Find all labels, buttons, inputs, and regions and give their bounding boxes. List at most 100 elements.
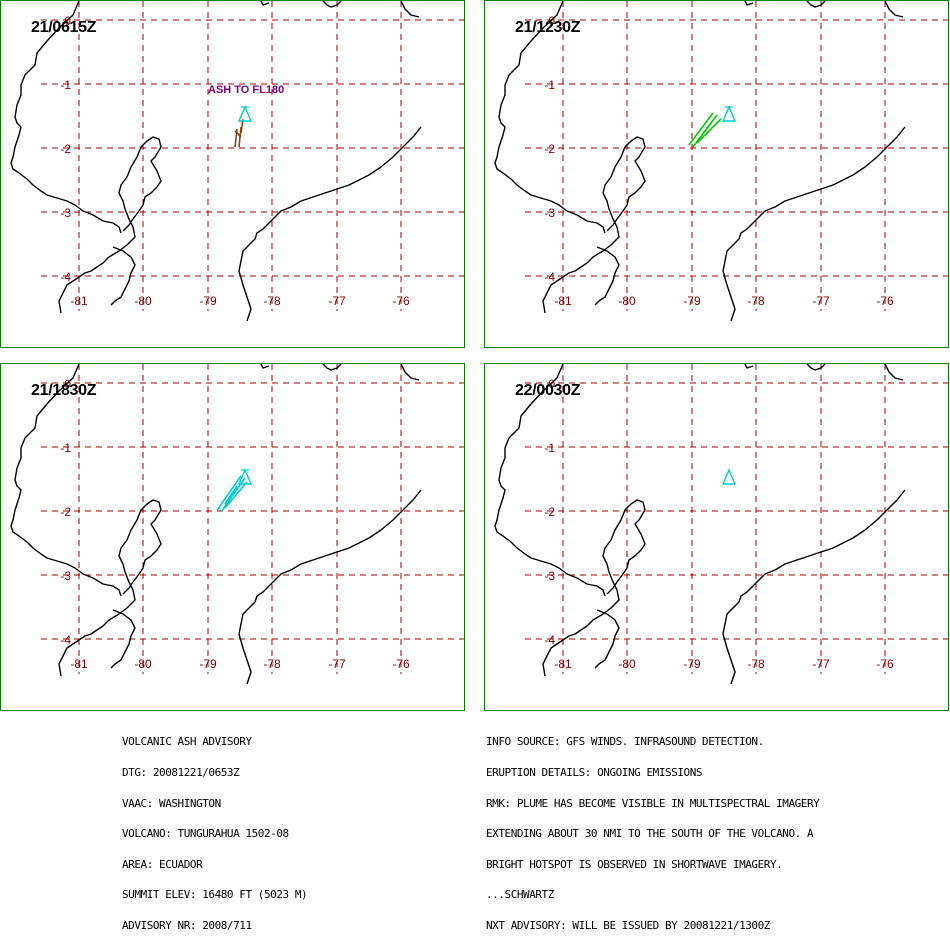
advisory-right-text: INFO SOURCE: GFS WINDS. INFRASOUND DETEC… [486,717,820,941]
coastline [722,489,906,635]
advisory-line: VAAC: WASHINGTON [122,796,221,810]
advisory-line: RMK: PLUME HAS BECOME VISIBLE IN MULTISP… [486,796,820,810]
longitude-label: -77 [812,294,830,308]
ash-plume [234,118,244,148]
coastline [238,270,252,322]
latitude-label: -3 [544,569,555,583]
longitude-label: -78 [747,294,765,308]
coastline [110,609,136,669]
map-panel-1: 21/0615Z ASH TO FL180 0 -1 -2 -3 -4 -81 -80 -79… [0,0,465,348]
coastline [884,1,904,18]
coastline [806,364,826,371]
longitude-label: -81 [554,657,572,671]
panel-time-label: 22/0030Z [515,382,581,399]
coastline [260,1,270,6]
latitude-label: -2 [544,142,555,156]
advisory-left-text: VOLCANIC ASH ADVISORY DTG: 20081221/0653… [122,717,308,941]
coastline [58,499,162,677]
coastline [110,246,136,306]
coastline [722,126,906,272]
plume-stroke [696,118,722,144]
longitude-label: -80 [134,657,152,671]
longitude-label: -80 [134,294,152,308]
plume-stroke [216,475,242,511]
map-panel-4: 22/0030Z 0 -1 -2 -3 -4 -81 -80 -79 -78 -77 -76 [484,363,949,711]
advisory-line: ERUPTION DETAILS: ONGOING EMISSIONS [486,766,703,779]
latitude-label: -1 [544,441,555,455]
coastline [10,364,122,597]
latitude-label: -3 [60,569,71,583]
coastline [494,1,606,234]
coastline [594,246,620,306]
map-graphic: 0 -1 -2 -3 -4 -81 -80 -79 -78 -77 -76 [10,1,464,322]
coastline [884,364,904,381]
longitude-label: -79 [199,294,217,308]
coastline [58,136,162,314]
coastline [806,1,826,8]
longitude-label: -81 [70,294,88,308]
advisory-line: BRIGHT HOTSPOT IS OBSERVED IN SHORTWAVE … [486,857,783,871]
latitude-label: 0 [64,377,71,391]
longitude-label: -78 [263,294,281,308]
latitude-label: -3 [544,206,555,220]
latitude-label: 0 [548,14,555,28]
latitude-label: -4 [60,633,71,647]
ash-level-label: ASH TO FL180 [208,84,285,96]
latitude-label: -3 [60,206,71,220]
advisory-line: SUMMIT ELEV: 16480 FT (5023 M) [122,888,308,902]
longitude-label: -76 [876,294,894,308]
advisory-line: EXTENDING ABOUT 30 NMI TO THE SOUTH OF T… [486,827,814,841]
advisory-line: ...SCHWARTZ [486,888,554,902]
longitude-label: -81 [554,294,572,308]
longitude-label: -80 [618,657,636,671]
longitude-label: -76 [392,294,410,308]
panel-time-label: 21/0615Z [31,19,97,36]
latitude-label: -4 [544,633,555,647]
map-panel-3: 21/1830Z 0 -1 -2 -3 -4 -81 -80 -79 -78 -77 -76 [0,363,465,711]
plume-stroke [224,481,248,509]
advisory-line: INFO SOURCE: GFS WINDS. INFRASOUND DETEC… [486,735,764,749]
longitude-label: -77 [812,657,830,671]
longitude-label: -77 [328,657,346,671]
advisory-line: AREA: ECUADOR [122,857,203,871]
latitude-label: 0 [64,14,71,28]
latitude-label: -4 [544,270,555,284]
longitude-label: -81 [70,657,88,671]
longitude-label: -79 [683,657,701,671]
map-panel-2: 21/1230Z 0 -1 -2 -3 -4 -81 -80 -79 -78 -77 -76 [484,0,949,348]
coastline [260,364,270,369]
coastline [238,489,422,635]
volcano-marker-icon [237,105,253,122]
longitude-label: -76 [876,657,894,671]
panel-time-label: 21/1230Z [515,19,581,36]
coastline [494,364,606,597]
panel-time-label: 21/1830Z [31,382,97,399]
latitude-label: -2 [60,142,71,156]
advisory-line: ADVISORY NR: 2008/711 [122,918,252,932]
plume-stroke [220,477,246,513]
latitude-label: -2 [60,505,71,519]
coastline [722,633,736,685]
plume-stroke [234,130,242,138]
longitude-label: -79 [199,657,217,671]
coastline [238,633,252,685]
coastline [594,609,620,669]
volcano-marker-icon [721,468,737,485]
coastline [322,364,342,371]
coastline [744,364,754,369]
advisory-line: VOLCANO: TUNGURAHUA 1502-08 [122,827,289,841]
longitude-label: -76 [392,657,410,671]
coastline [722,270,736,322]
map-graphic: 0 -1 -2 -3 -4 -81 -80 -79 -78 -77 -76 [494,364,948,685]
ash-plume [216,475,248,513]
coastline [400,364,420,381]
longitude-label: -78 [263,657,281,671]
plume-stroke [698,122,712,140]
coastline [238,126,422,272]
longitude-label: -79 [683,294,701,308]
coastline [322,1,342,8]
ash-plume [688,112,722,148]
latitude-label: 0 [548,377,555,391]
longitude-label: -80 [618,294,636,308]
latitude-label: -4 [60,270,71,284]
